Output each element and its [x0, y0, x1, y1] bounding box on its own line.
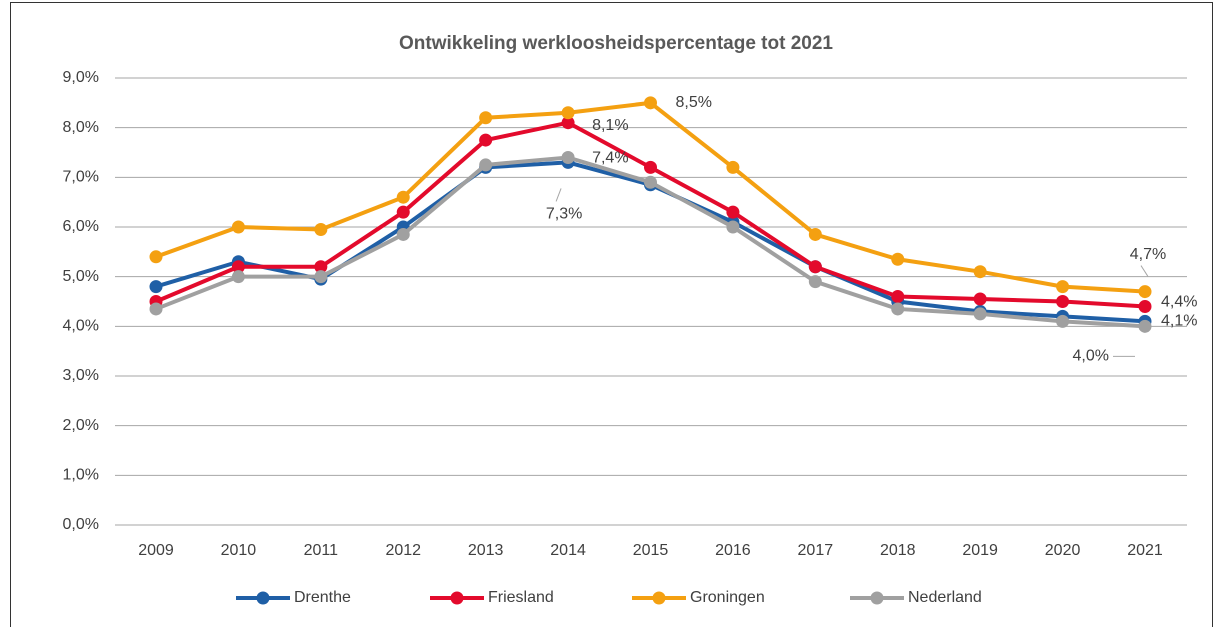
- data-point: [314, 222, 328, 236]
- y-tick-label: 5,0%: [63, 268, 99, 285]
- data-point: [479, 158, 493, 172]
- legend-marker: [870, 591, 884, 605]
- data-point: [644, 96, 657, 110]
- data-point: [149, 302, 163, 316]
- data-point: [314, 260, 328, 274]
- data-point: [231, 260, 245, 274]
- x-tick-label: 2019: [962, 542, 998, 559]
- x-tick-label: 2012: [385, 542, 421, 559]
- data-point: [396, 205, 410, 219]
- data-point: [396, 190, 410, 204]
- x-tick-label: 2017: [798, 542, 834, 559]
- series-line: [155, 100, 1146, 294]
- data-label: 8,5%: [676, 94, 712, 111]
- y-tick-label: 7,0%: [63, 169, 99, 186]
- y-tick-label: 4,0%: [63, 318, 99, 335]
- data-label: 4,0%: [1073, 348, 1109, 365]
- y-tick-label: 6,0%: [63, 218, 99, 235]
- data-point: [561, 116, 575, 130]
- legend-marker: [256, 591, 270, 605]
- data-point: [149, 250, 163, 264]
- x-tick-label: 2016: [715, 542, 751, 559]
- legend-label: Friesland: [488, 589, 554, 606]
- data-point: [644, 160, 657, 174]
- x-tick-label: 2011: [304, 542, 339, 559]
- y-tick-label: 8,0%: [63, 119, 99, 136]
- data-point: [1056, 280, 1070, 294]
- data-point: [1138, 299, 1152, 313]
- series-line: [155, 120, 1146, 309]
- chart-border: [10, 2, 1213, 627]
- data-point: [561, 150, 575, 164]
- data-point: [973, 265, 987, 279]
- data-label: 4,7%: [1130, 246, 1166, 263]
- data-point: [149, 280, 163, 294]
- data-point: [479, 133, 493, 147]
- data-point: [1138, 285, 1152, 299]
- x-tick-label: 2018: [880, 542, 916, 559]
- data-point: [561, 106, 575, 120]
- x-tick-label: 2013: [468, 542, 504, 559]
- data-point: [891, 302, 905, 316]
- data-label: 4,1%: [1161, 313, 1197, 330]
- x-tick-label: 2009: [138, 542, 174, 559]
- data-point: [726, 160, 740, 174]
- y-tick-label: 1,0%: [63, 467, 99, 484]
- x-tick-label: 2014: [550, 542, 586, 559]
- y-tick-label: 2,0%: [63, 417, 99, 434]
- leader-line: [555, 188, 562, 202]
- legend-label: Groningen: [690, 589, 765, 606]
- data-point: [1056, 314, 1070, 328]
- x-tick-label: 2020: [1045, 542, 1081, 559]
- y-tick-label: 3,0%: [63, 367, 99, 384]
- data-point: [891, 290, 905, 304]
- x-tick-label: 2015: [633, 542, 669, 559]
- data-point: [1138, 319, 1152, 333]
- data-point: [644, 175, 657, 189]
- data-label: 7,4%: [592, 150, 628, 167]
- x-tick-label: 2010: [221, 542, 257, 559]
- data-point: [973, 307, 987, 321]
- data-point: [726, 220, 740, 234]
- data-point: [726, 205, 740, 219]
- data-point: [808, 227, 822, 241]
- data-label: 8,1%: [592, 117, 628, 134]
- data-point: [314, 270, 328, 284]
- legend-label: Drenthe: [294, 589, 351, 606]
- data-point: [891, 252, 905, 266]
- data-point: [479, 111, 493, 125]
- legend-marker: [450, 591, 464, 605]
- data-point: [808, 260, 822, 274]
- y-tick-label: 9,0%: [63, 69, 99, 86]
- data-point: [396, 227, 410, 241]
- legend-label: Nederland: [908, 589, 982, 606]
- leader-line: [1140, 265, 1149, 277]
- data-point: [973, 292, 987, 306]
- data-point: [231, 220, 245, 234]
- y-tick-label: 0,0%: [63, 516, 99, 533]
- data-point: [1056, 295, 1070, 308]
- legend-marker: [652, 591, 666, 605]
- x-tick-label: 2021: [1127, 542, 1163, 559]
- data-label: 7,3%: [546, 206, 582, 223]
- data-label: 4,4%: [1161, 294, 1197, 311]
- data-point: [808, 275, 822, 289]
- data-point: [231, 270, 245, 284]
- chart-title: Ontwikkeling werkloosheidspercentage tot…: [399, 33, 833, 54]
